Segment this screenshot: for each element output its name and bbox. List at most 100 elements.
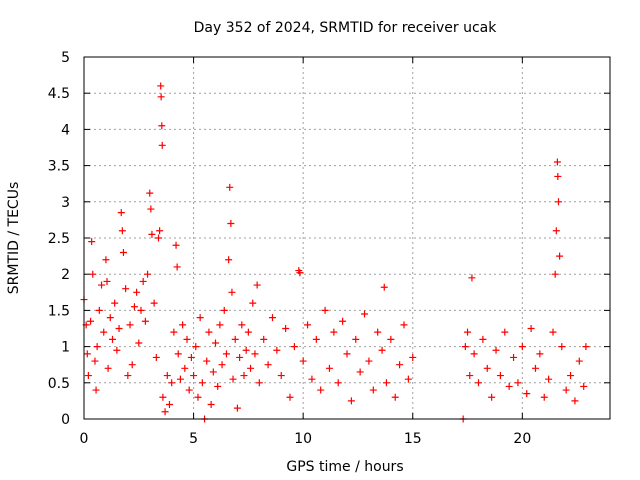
data-point (103, 277, 111, 285)
data-point (299, 357, 307, 365)
data-point (126, 321, 134, 329)
data-point (172, 241, 180, 249)
data-point (83, 350, 91, 358)
data-point (330, 328, 338, 336)
data-point (296, 269, 304, 277)
grid-lines (84, 57, 610, 419)
y-tick-label: 4.5 (48, 86, 70, 102)
data-point (152, 353, 160, 361)
data-point (556, 252, 564, 260)
data-point (374, 328, 382, 336)
data-point (540, 393, 548, 401)
plot-frame (83, 56, 611, 420)
data-point (91, 357, 99, 365)
data-point (244, 328, 252, 336)
data-point (141, 317, 149, 325)
data-point (380, 283, 388, 291)
data-point (158, 141, 166, 149)
x-tick-label: 5 (189, 431, 198, 447)
data-point (207, 401, 215, 409)
data-point (100, 328, 108, 336)
data-point (382, 379, 390, 387)
data-point (88, 238, 96, 246)
data-point (190, 372, 198, 380)
data-point (196, 314, 204, 322)
data-point (155, 234, 163, 242)
data-point (144, 270, 152, 278)
data-point (228, 288, 236, 296)
data-point (168, 379, 176, 387)
data-point (308, 375, 316, 383)
data-point (214, 382, 222, 390)
data-point (192, 343, 200, 351)
data-point (209, 368, 217, 376)
data-point (108, 335, 116, 343)
data-point (205, 328, 213, 336)
data-point (240, 372, 248, 380)
data-point (150, 299, 158, 307)
data-point (106, 314, 114, 322)
data-point (194, 393, 202, 401)
data-point (361, 310, 369, 318)
data-point (229, 375, 237, 383)
data-point (387, 335, 395, 343)
data-point (501, 328, 509, 336)
data-point (163, 372, 171, 380)
y-tick-label: 2 (61, 267, 70, 283)
data-point (174, 350, 182, 358)
data-point (260, 335, 268, 343)
data-point (536, 350, 544, 358)
x-tick-label: 15 (404, 431, 422, 447)
data-point (137, 306, 145, 314)
data-point (233, 404, 241, 412)
data-point (249, 299, 257, 307)
x-tick-label: 0 (80, 431, 89, 447)
data-point (156, 227, 164, 235)
data-point (545, 375, 553, 383)
data-point (220, 306, 228, 314)
data-point (496, 372, 504, 380)
axis-ticks: 0 5 10 15 20 0 0.5 1 1.5 2 2.5 3 3.5 4 4.5 5 (48, 50, 610, 447)
data-point (466, 372, 474, 380)
y-tick-label: 0.5 (48, 376, 70, 392)
y-axis-label: SRMTID / TECUs (6, 182, 22, 295)
data-point (475, 379, 482, 387)
data-point (198, 379, 206, 387)
y-tick-label: 4 (61, 122, 70, 138)
data-point (165, 401, 173, 409)
data-point (514, 379, 522, 387)
data-point (400, 321, 408, 329)
data-point (118, 227, 126, 235)
y-tick-label: 3.5 (48, 159, 70, 175)
data-point (378, 346, 386, 354)
data-point (286, 393, 294, 401)
x-axis-label: GPS time / hours (286, 459, 403, 475)
data-point (396, 361, 404, 369)
y-tick-label: 0 (61, 412, 70, 428)
data-point (518, 343, 526, 351)
data-point (553, 158, 561, 166)
data-point (404, 375, 412, 383)
data-point (251, 350, 259, 358)
data-point (247, 364, 255, 372)
data-point (104, 364, 112, 372)
data-point (119, 248, 127, 256)
y-tick-label: 2.5 (48, 231, 70, 247)
data-point (115, 325, 123, 332)
data-point (505, 382, 513, 390)
data-point (157, 82, 165, 90)
data-point (135, 339, 143, 347)
data-point (282, 325, 290, 332)
y-tick-label: 5 (61, 50, 70, 66)
data-point (391, 393, 399, 401)
data-point (554, 198, 562, 206)
data-point (253, 281, 261, 289)
data-point (531, 364, 539, 372)
data-point (222, 350, 230, 358)
data-point (117, 209, 125, 217)
data-point (255, 379, 263, 387)
data-point (111, 299, 119, 307)
data-point (339, 317, 347, 325)
data-point (317, 386, 325, 394)
data-point (218, 361, 226, 369)
